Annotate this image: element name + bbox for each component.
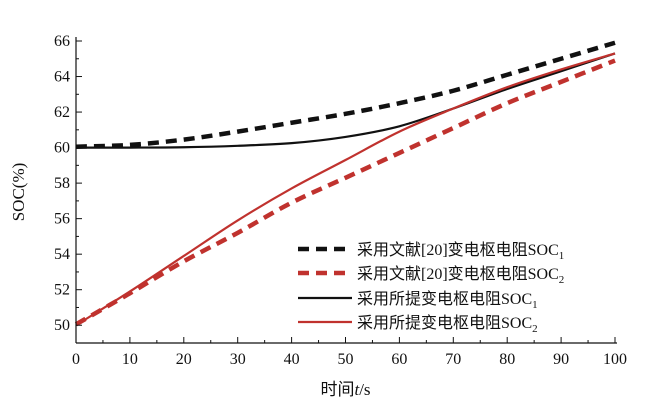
y-tick-label: 58 bbox=[54, 175, 70, 192]
legend-label-3: 采用所提变电枢电阻SOC1 bbox=[357, 290, 538, 311]
y-tick-label: 60 bbox=[54, 140, 70, 157]
y-tick-label: 64 bbox=[54, 69, 70, 86]
legend-label-1: 采用文献[20]变电枢电阻SOC1 bbox=[357, 241, 564, 262]
x-axis-title: 时间t/s bbox=[320, 380, 370, 399]
x-tick-label: 0 bbox=[72, 351, 80, 368]
x-tick-label: 100 bbox=[603, 351, 627, 368]
y-tick-label: 62 bbox=[54, 104, 70, 121]
legend-label-2: 采用文献[20]变电枢电阻SOC2 bbox=[357, 265, 564, 286]
axes: 0 10 20 30 40 50 60 70 80 90 100 50 52 54 56 58 60 62 64 66 bbox=[54, 33, 627, 368]
y-tick-label: 66 bbox=[54, 33, 70, 50]
legend-label-4: 采用所提变电枢电阻SOC2 bbox=[357, 314, 538, 335]
series-line-1 bbox=[75, 40, 616, 149]
x-tick-label: 50 bbox=[338, 351, 354, 368]
x-tick-label: 20 bbox=[176, 351, 192, 368]
series-line-4 bbox=[75, 52, 616, 327]
x-tick-label: 10 bbox=[122, 351, 138, 368]
y-axis-title: SOC(%) bbox=[9, 163, 28, 222]
y-tick-label: 52 bbox=[54, 282, 70, 299]
y-tick-label: 50 bbox=[54, 317, 70, 334]
series-line-2 bbox=[74, 58, 616, 327]
series-line-3 bbox=[75, 52, 616, 149]
x-tick-label: 30 bbox=[230, 351, 246, 368]
x-tick-label: 60 bbox=[391, 351, 407, 368]
x-tick-label: 90 bbox=[553, 351, 569, 368]
y-tick-label: 54 bbox=[54, 246, 70, 263]
x-tick-label: 80 bbox=[499, 351, 515, 368]
legend: 采用文献[20]变电枢电阻SOC1 采用文献[20]变电枢电阻SOC2 采用所提变电… bbox=[298, 241, 564, 335]
x-tick-label: 40 bbox=[284, 351, 300, 368]
x-tick-label: 70 bbox=[445, 351, 461, 368]
y-tick-label: 56 bbox=[54, 211, 70, 228]
plot-area bbox=[74, 40, 616, 327]
